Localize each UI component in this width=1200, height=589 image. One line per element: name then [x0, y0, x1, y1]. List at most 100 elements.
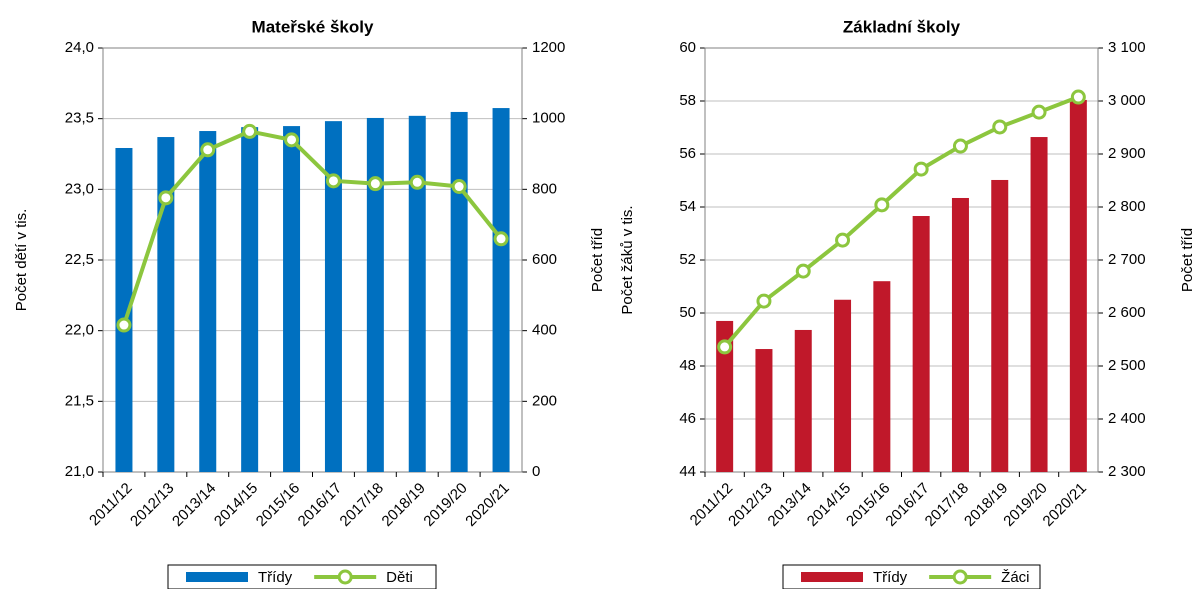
line-marker: [409, 174, 425, 190]
bar: [492, 108, 510, 473]
bar: [912, 216, 930, 472]
bar: [794, 329, 812, 472]
y2-tick-label: 1200: [532, 39, 565, 56]
y-tick-label: 23,0: [65, 180, 94, 197]
y-tick-label: 21,5: [65, 392, 94, 409]
y-axis-title: Počet žáků v tis.: [619, 205, 636, 314]
bar: [755, 349, 773, 472]
x-tick-label: 2016/17: [295, 480, 345, 530]
y2-tick-label: 2 800: [1108, 198, 1146, 215]
line: [122, 129, 503, 326]
chart-title: Mateřské školy: [252, 17, 374, 36]
x-tick-label: 2017/18: [337, 480, 387, 530]
y-tick-label: 21,0: [65, 463, 94, 480]
x-tick-label: 2020/21: [1040, 480, 1090, 530]
y-tick-label: 58: [679, 92, 696, 109]
y2-tick-label: 2 400: [1108, 410, 1146, 427]
line-marker: [913, 161, 929, 177]
legend-label: Třídy: [258, 569, 293, 586]
legend-swatch: [801, 572, 863, 582]
bar: [873, 281, 891, 472]
legend-label: Žáci: [1001, 569, 1029, 586]
line-marker: [835, 232, 851, 248]
x-tick-label: 2014/15: [211, 480, 261, 530]
legend-swatch-marker: [337, 569, 353, 585]
x-tick-label: 2018/19: [379, 480, 429, 530]
chart-title: Základní školy: [843, 17, 961, 36]
legend-label: Třídy: [873, 569, 908, 586]
y2-tick-label: 200: [532, 392, 557, 409]
bar: [716, 320, 734, 472]
y2-tick-label: 400: [532, 322, 557, 339]
bar: [450, 111, 468, 472]
y-tick-label: 22,5: [65, 251, 94, 268]
line-marker: [200, 142, 216, 158]
bar: [951, 197, 969, 473]
bar: [157, 137, 175, 473]
line-marker: [367, 176, 383, 192]
y2-tick-label: 1000: [532, 110, 565, 127]
y-tick-label: 24,0: [65, 39, 94, 56]
y-tick-label: 52: [679, 251, 696, 268]
bar: [115, 147, 133, 472]
line-marker: [1070, 89, 1086, 105]
legend-swatch-marker: [952, 569, 968, 585]
y2-tick-label: 600: [532, 251, 557, 268]
line-marker: [795, 263, 811, 279]
y-tick-label: 23,5: [65, 110, 94, 127]
y2-axis-title: Počet tříd: [1179, 228, 1196, 292]
line-marker: [493, 231, 509, 247]
bar: [408, 115, 426, 472]
line-marker: [242, 123, 258, 139]
y2-tick-label: 2 500: [1108, 357, 1146, 374]
line-marker: [325, 173, 341, 189]
y-tick-label: 48: [679, 357, 696, 374]
y2-tick-label: 2 600: [1108, 304, 1146, 321]
bar: [991, 179, 1009, 472]
line-marker: [451, 179, 467, 195]
x-tick-label: 2019/20: [420, 480, 470, 530]
x-tick-label: 2020/21: [462, 480, 512, 530]
y2-tick-label: 2 700: [1108, 251, 1146, 268]
line-marker: [116, 317, 132, 333]
y-axis-title: Počet dětí v tis.: [13, 209, 30, 312]
bar: [324, 121, 342, 472]
legend-label: Děti: [386, 569, 413, 586]
y-tick-label: 56: [679, 145, 696, 162]
x-tick-label: 2013/14: [169, 480, 219, 530]
bar: [1069, 99, 1087, 472]
y-tick-label: 60: [679, 39, 696, 56]
y2-axis-title: Počet tříd: [589, 228, 606, 292]
y-tick-label: 46: [679, 410, 696, 427]
bar: [199, 131, 217, 473]
line-marker: [1031, 104, 1047, 120]
x-tick-label: 2011/12: [86, 480, 136, 530]
y2-tick-label: 0: [532, 463, 540, 480]
y2-tick-label: 2 900: [1108, 145, 1146, 162]
line-marker: [992, 119, 1008, 135]
y2-tick-label: 3 100: [1108, 39, 1146, 56]
line-marker: [284, 132, 300, 148]
y-tick-label: 50: [679, 304, 696, 321]
bar: [283, 126, 301, 472]
bar: [834, 299, 852, 472]
y2-tick-label: 2 300: [1108, 463, 1146, 480]
legend-swatch: [186, 572, 248, 582]
y-tick-label: 54: [679, 198, 696, 215]
line-marker: [717, 339, 733, 355]
line-marker: [158, 190, 174, 206]
line-marker: [874, 197, 890, 213]
line-marker: [952, 138, 968, 154]
line: [723, 95, 1080, 349]
y-tick-label: 44: [679, 463, 696, 480]
y2-tick-label: 800: [532, 180, 557, 197]
line-marker: [756, 293, 772, 309]
y-tick-label: 22,0: [65, 322, 94, 339]
bar: [366, 117, 384, 473]
y2-tick-label: 3 000: [1108, 92, 1146, 109]
bar: [241, 127, 259, 472]
bar: [1030, 137, 1048, 473]
x-tick-label: 2015/16: [253, 480, 303, 530]
x-tick-label: 2012/13: [127, 480, 177, 530]
